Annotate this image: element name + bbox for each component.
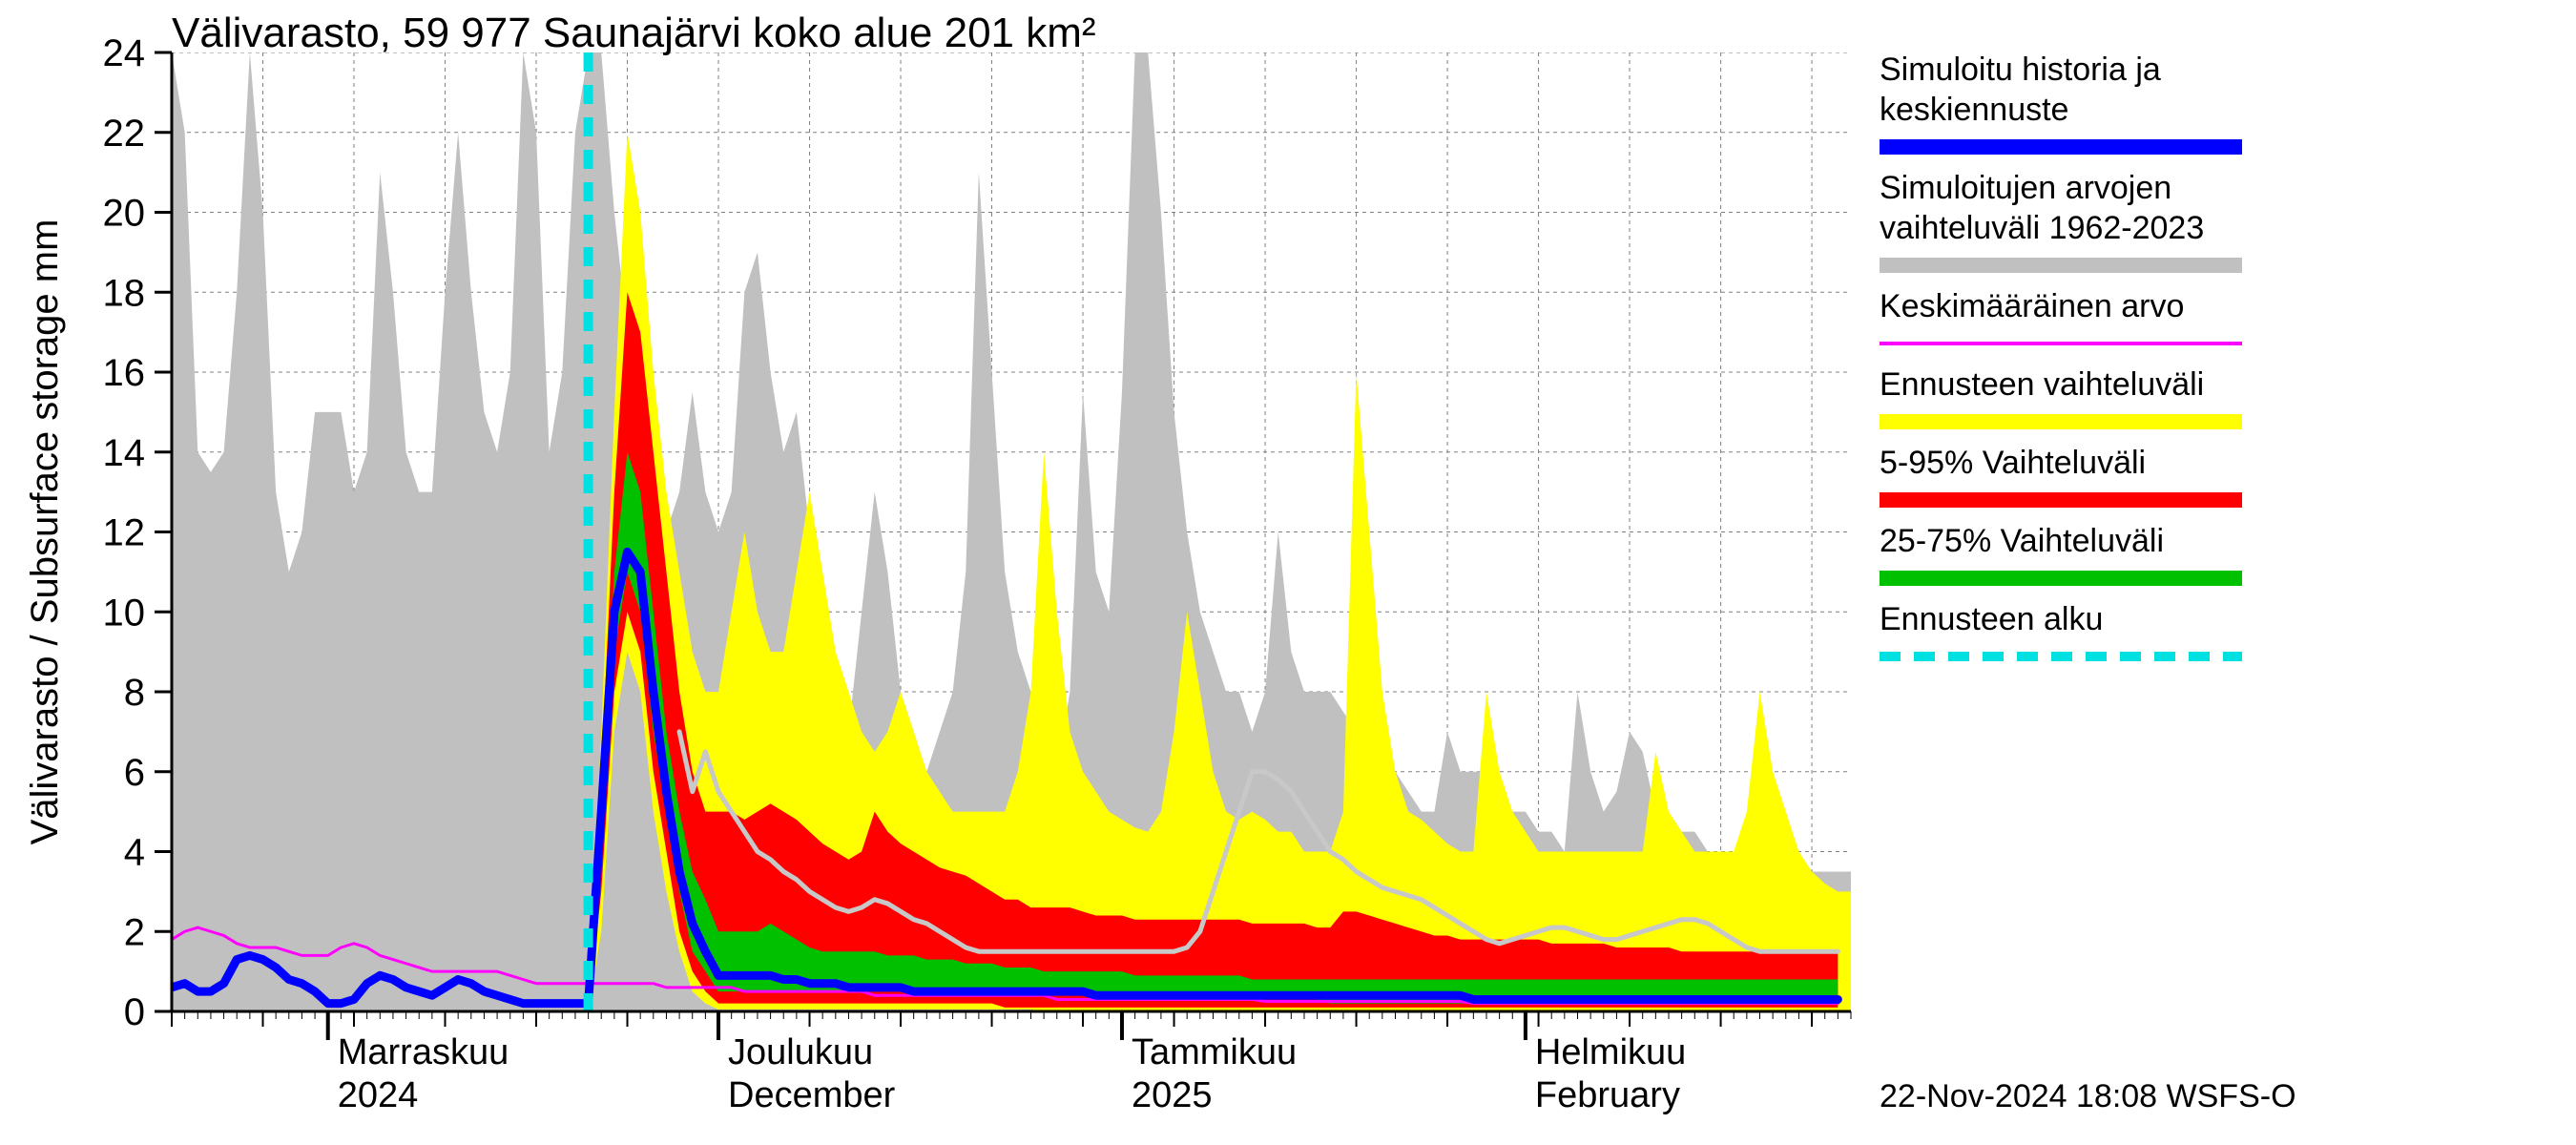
chart-title: Välivarasto, 59 977 Saunajärvi koko alue…: [172, 10, 1096, 56]
svg-text:Joulukuu: Joulukuu: [728, 1032, 873, 1072]
svg-text:2024: 2024: [338, 1075, 419, 1115]
svg-text:Simuloitu historia ja: Simuloitu historia ja: [1880, 52, 2161, 88]
svg-text:8: 8: [124, 672, 145, 714]
y-axis-label: Välivarasto / Subsurface storage mm: [24, 219, 66, 845]
svg-text:keskiennuste: keskiennuste: [1880, 92, 2068, 128]
x-tick-labels: Marraskuu2024 JoulukuuDecember Tammikuu202…: [338, 1032, 1687, 1115]
svg-text:12: 12: [103, 512, 146, 554]
svg-text:vaihteluväli 1962-2023: vaihteluväli 1962-2023: [1880, 210, 2204, 246]
svg-text:Keskimääräinen arvo: Keskimääräinen arvo: [1880, 288, 2184, 324]
svg-text:0: 0: [124, 991, 145, 1033]
legend: Simuloitu historia ja keskiennuste Simuloi…: [1880, 52, 2242, 656]
svg-text:20: 20: [103, 193, 146, 235]
svg-text:16: 16: [103, 352, 146, 394]
svg-text:25-75% Vaihteluväli: 25-75% Vaihteluväli: [1880, 523, 2164, 559]
svg-text:24: 24: [103, 32, 146, 74]
y-tick-labels: 024681012141618202224: [103, 32, 146, 1033]
svg-text:Marraskuu: Marraskuu: [338, 1032, 509, 1072]
svg-text:2: 2: [124, 911, 145, 953]
svg-text:14: 14: [103, 432, 146, 474]
chart-root: 024681012141618202224 Marraskuu2024Joulu…: [0, 0, 2576, 1145]
chart-svg: 024681012141618202224 Marraskuu2024Joulu…: [0, 0, 2576, 1145]
svg-text:Simuloitujen arvojen: Simuloitujen arvojen: [1880, 170, 2171, 206]
svg-text:10: 10: [103, 592, 146, 634]
timestamp-label: 22-Nov-2024 18:08 WSFS-O: [1880, 1078, 2296, 1114]
svg-text:December: December: [728, 1075, 896, 1115]
svg-text:6: 6: [124, 752, 145, 794]
svg-text:Ennusteen vaihteluväli: Ennusteen vaihteluväli: [1880, 366, 2204, 403]
svg-text:Tammikuu: Tammikuu: [1132, 1032, 1297, 1072]
svg-text:February: February: [1535, 1075, 1680, 1115]
svg-text:18: 18: [103, 272, 146, 314]
svg-text:Ennusteen alku: Ennusteen alku: [1880, 601, 2103, 637]
svg-text:4: 4: [124, 832, 145, 874]
svg-text:5-95% Vaihteluväli: 5-95% Vaihteluväli: [1880, 445, 2146, 481]
svg-text:2025: 2025: [1132, 1075, 1213, 1115]
svg-text:22: 22: [103, 113, 146, 155]
svg-text:Helmikuu: Helmikuu: [1535, 1032, 1686, 1072]
